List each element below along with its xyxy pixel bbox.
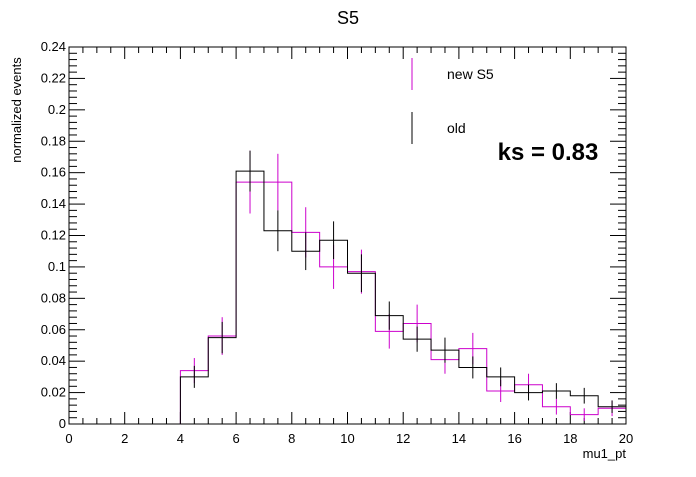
legend-label-old: old [447,120,466,136]
x-tick-label: 16 [507,431,521,446]
y-tick-label: 0.02 [41,385,66,400]
legend-label-new-s5: new S5 [447,66,494,82]
y-tick-label: 0.22 [41,70,66,85]
x-tick-label: 6 [232,431,239,446]
histogram-series-new-s5 [69,181,627,425]
chart-title: S5 [337,8,359,28]
y-axis-label: normalized events [9,57,24,163]
legend: new S5 old [411,58,494,144]
x-axis-label: mu1_pt [583,446,627,461]
y-tick-label: 0.14 [41,196,66,211]
y-tick-label: 0.1 [48,259,66,274]
y-tick-label: 0.04 [41,353,66,368]
y-tick-label: 0.12 [41,228,66,243]
x-tick-label: 8 [288,431,295,446]
y-tick-label: 0.24 [41,39,66,54]
x-tick-label: 14 [452,431,466,446]
x-tick-label: 20 [619,431,633,446]
plot-frame [68,46,627,425]
x-tick-label: 2 [121,431,128,446]
ks-annotation: ks = 0.83 [498,139,599,166]
x-tick-label: 12 [396,431,410,446]
y-tick-label: 0.18 [41,133,66,148]
plot-area: 0 2 4 6 8 10 12 14 16 18 20 0 0.02 0.04 0.06 0.08 0.1 0.1… [41,39,634,446]
y-tick-label: 0.06 [41,322,66,337]
x-tick-label: 18 [563,431,577,446]
y-tick-label: 0.08 [41,290,66,305]
x-tick-label: 4 [177,431,184,446]
y-tick-label: 0.2 [48,102,66,117]
y-tick-label: 0.16 [41,165,66,180]
x-tick-label: 0 [65,431,72,446]
y-tick-label: 0 [59,416,66,431]
histogram-series-old [69,170,627,425]
x-tick-label: 10 [340,431,354,446]
